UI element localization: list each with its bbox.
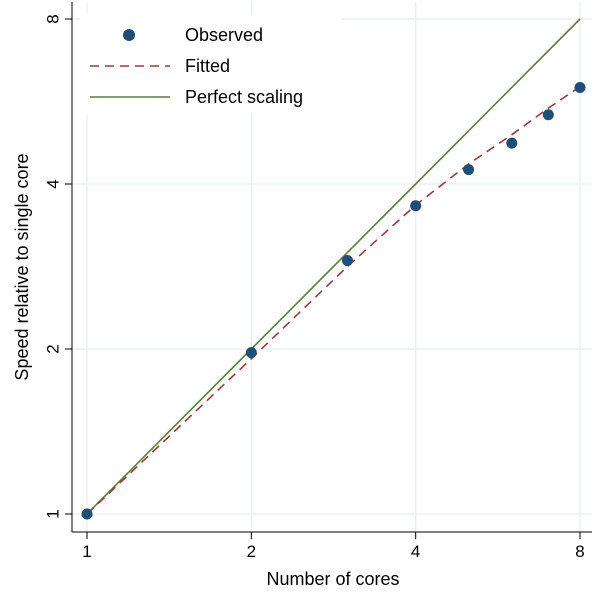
y-tick-label: 8 [44,14,63,23]
observed-point [81,508,93,520]
observed-point [463,164,475,176]
observed-point [574,81,586,93]
x-axis-title: Number of cores [266,569,399,589]
x-tick-label: 8 [575,542,584,561]
legend-observed-marker [123,29,135,41]
y-tick-label: 4 [44,179,63,188]
perfect-scaling-line [86,18,581,515]
legend: Observed Fitted Perfect scaling [80,14,342,114]
observed-point [506,137,518,149]
legend-observed-label: Observed [185,25,263,45]
y-tick-label: 1 [44,509,63,518]
y-axis-title: Speed relative to single core [12,153,32,380]
legend-perfect-scaling-label: Perfect scaling [185,87,303,107]
series-layer [81,18,586,520]
fitted-line [86,86,581,515]
observed-point [410,200,422,212]
observed-point [245,347,257,359]
y-tick-label: 2 [44,344,63,353]
observed-point [341,255,353,267]
legend-fitted-label: Fitted [185,56,230,76]
x-tick-label: 4 [411,542,420,561]
x-tick-label: 2 [247,542,256,561]
x-tick-label: 1 [82,542,91,561]
observed-point [542,109,554,121]
